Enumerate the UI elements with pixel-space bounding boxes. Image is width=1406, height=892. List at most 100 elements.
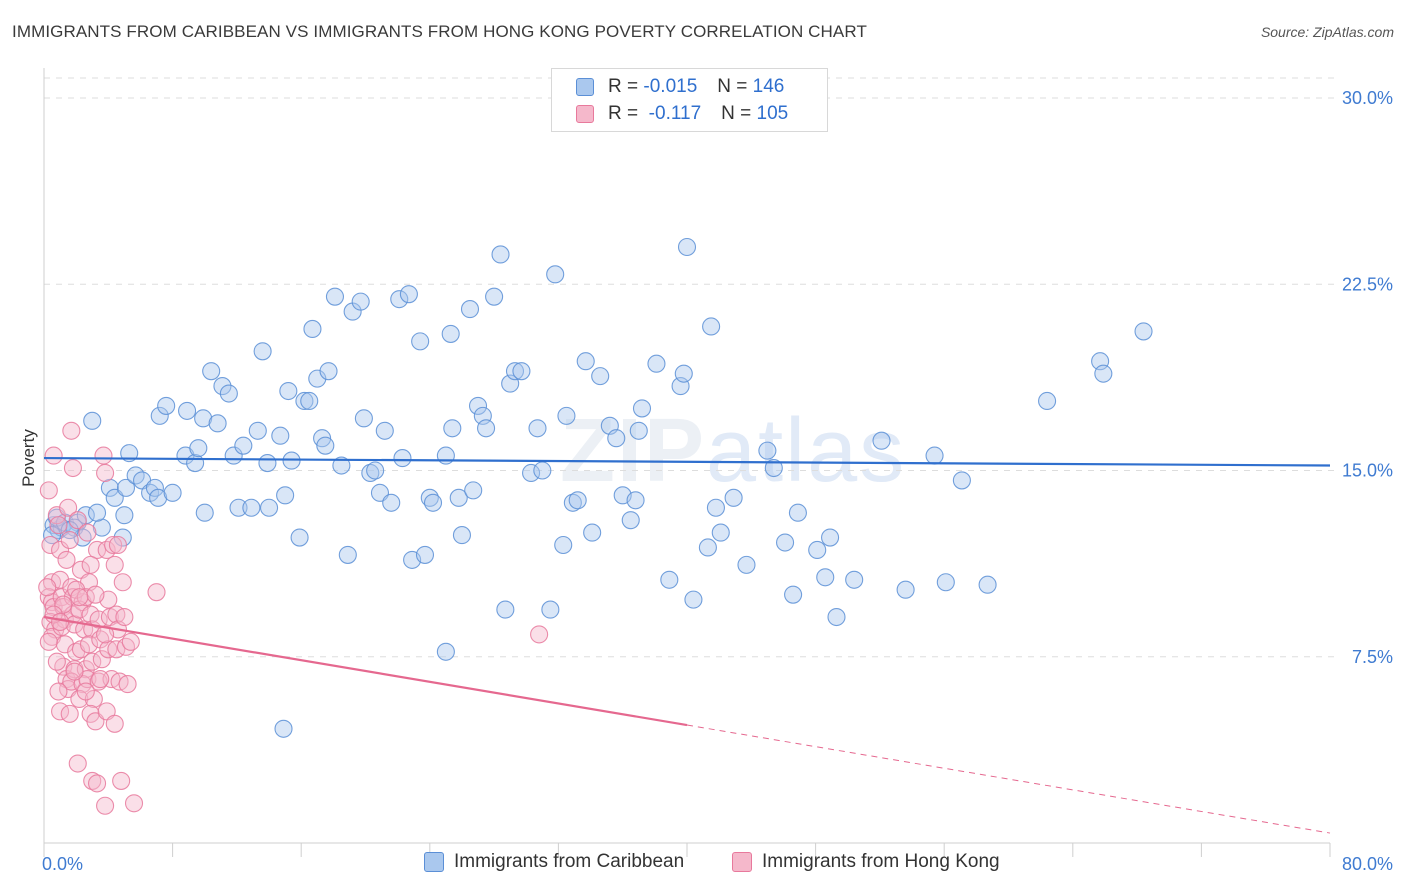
point-caribbean [546,265,565,284]
legend-row-caribbean: R = -0.015 N = 146 [576,73,784,100]
point-caribbean [522,463,541,483]
point-caribbean [208,414,227,433]
point-caribbean [896,580,915,599]
point-caribbean [325,287,345,306]
point-hongkong [38,578,57,597]
point-caribbean [629,421,648,440]
point-hongkong [41,535,60,555]
y-tick-label: 7.5% [1352,647,1393,667]
point-caribbean [698,538,717,557]
point-caribbean [496,600,515,619]
point-caribbean [116,478,136,497]
point-hongkong [60,530,79,550]
point-caribbean [338,545,357,564]
point-caribbean [351,292,370,311]
point-caribbean [827,607,846,627]
point-caribbean [677,237,697,257]
point-caribbean [242,498,261,517]
point-hongkong [59,498,78,517]
point-hongkong [81,555,100,574]
y-axis-title: Poverty [19,429,38,487]
point-caribbean [393,449,412,468]
point-hongkong [70,689,89,709]
point-hongkong [76,682,95,701]
point-hongkong [54,595,73,614]
point-caribbean [195,503,214,522]
legend-swatch-blue [576,77,594,96]
point-hongkong [118,675,137,694]
point-caribbean [276,486,295,505]
point-caribbean [563,493,582,512]
point-hongkong [89,610,108,629]
point-caribbean [178,401,197,420]
point-caribbean [411,332,430,351]
watermark-bold: ZIP [560,401,707,501]
point-hongkong [87,774,107,793]
legend-swatch-pink [576,104,594,123]
point-caribbean [1094,364,1113,383]
point-hongkong [51,540,70,560]
point-caribbean [259,498,279,517]
point-caribbean [784,585,803,604]
point-caribbean [925,446,944,465]
point-hongkong [96,463,115,483]
point-caribbean [441,324,460,343]
point-caribbean [845,570,864,589]
y-tick-label: 15.0% [1342,461,1393,481]
point-caribbean [213,377,232,396]
point-caribbean [491,245,510,264]
point-caribbean [485,287,504,306]
point-caribbean [872,431,891,450]
point-caribbean [443,419,462,438]
point-caribbean [361,463,380,483]
point-caribbean [512,362,531,381]
point-hongkong [115,607,134,627]
point-hongkong [94,446,113,465]
point-caribbean [258,453,277,473]
point-hongkong [91,670,110,689]
point-hongkong [105,714,124,733]
trend-line-hongkong [43,615,688,727]
point-caribbean [279,381,298,401]
point-hongkong [104,535,123,555]
source-credit: Source: ZipAtlas.com [1260,24,1394,40]
point-hongkong [70,588,89,607]
bottom-legend-swatch-pink [732,852,752,872]
point-caribbean [607,429,626,448]
point-caribbean [150,406,169,425]
point-caribbean [758,441,777,460]
watermark-light: atlas [706,401,907,501]
point-caribbean [568,491,587,510]
point-caribbean [621,511,640,530]
point-caribbean [316,436,335,455]
bottom-legend-caribbean: Immigrants from Caribbean [424,851,684,873]
chart-title: IMMIGRANTS FROM CARIBBEAN VS IMMIGRANTS … [12,22,867,41]
point-hongkong [60,704,79,723]
point-caribbean [319,362,338,381]
point-caribbean [145,478,164,497]
point-caribbean [541,600,560,619]
point-hongkong [44,446,63,465]
point-hongkong [112,771,131,790]
point-caribbean [300,391,319,411]
axes [43,68,1331,857]
point-caribbean [202,362,221,381]
point-caribbean [290,528,309,547]
point-caribbean [632,399,652,418]
point-caribbean [554,535,573,555]
x-tick-label: 0.0% [42,854,83,874]
point-hongkong [121,632,140,651]
point-caribbean [382,493,401,512]
point-caribbean [576,352,595,371]
point-caribbean [149,488,168,507]
point-hongkong [65,662,84,681]
point-caribbean [952,471,971,490]
point-caribbean [87,503,107,522]
bottom-legend-swatch-blue [424,852,444,872]
bottom-legend-hongkong: Immigrants from Hong Kong [732,851,1000,873]
point-caribbean [219,384,238,403]
trend-line-hongkong-dashed [686,724,1331,834]
legend-r-label: R = [608,102,639,124]
point-caribbean [186,453,205,473]
point-caribbean [436,446,455,465]
